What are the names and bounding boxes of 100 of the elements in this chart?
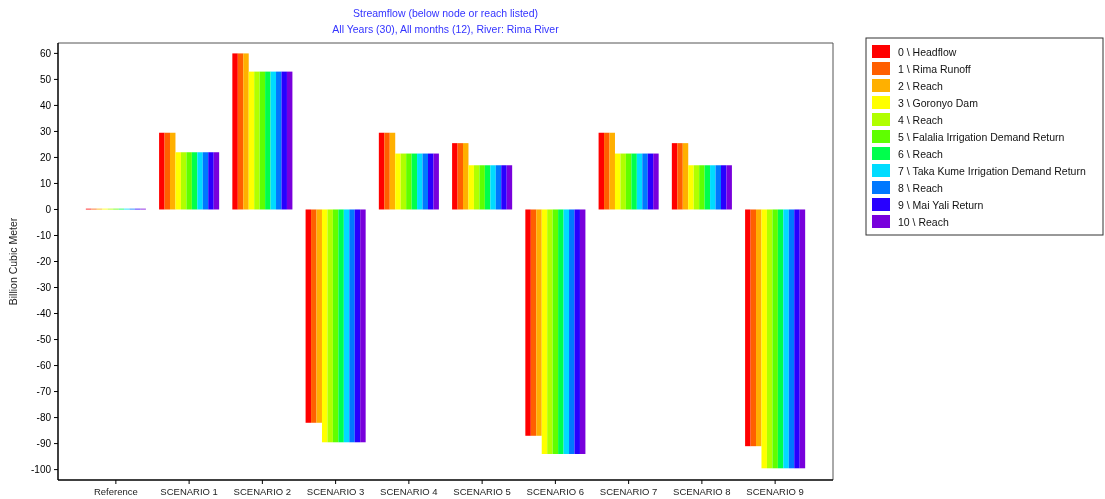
- legend-label: 3 \ Goronyo Dam: [898, 96, 979, 109]
- bar: [766, 209, 773, 469]
- bar: [536, 209, 542, 436]
- bar: [164, 132, 171, 210]
- bar: [286, 71, 293, 210]
- bar: [170, 132, 176, 210]
- bar: [777, 209, 784, 469]
- bar: [400, 153, 407, 210]
- bar: [710, 165, 716, 210]
- bar: [579, 209, 586, 454]
- bar: [276, 71, 282, 210]
- bar: [642, 153, 648, 210]
- bar: [349, 209, 355, 443]
- bar: [604, 132, 610, 210]
- bar: [598, 132, 605, 210]
- bar: [417, 153, 423, 210]
- y-tick-label: -10: [36, 229, 52, 241]
- bar: [558, 209, 564, 454]
- bar: [756, 209, 762, 447]
- bar: [422, 153, 428, 210]
- bar: [704, 165, 711, 210]
- bar: [720, 165, 727, 210]
- y-tick-label: 20: [39, 151, 52, 163]
- legend-label: 0 \ Headflow: [898, 45, 957, 58]
- bar: [631, 153, 637, 210]
- bar: [671, 143, 678, 210]
- y-tick-label: 30: [39, 125, 52, 137]
- bar: [530, 209, 537, 436]
- bar: [620, 153, 626, 210]
- bar: [265, 71, 271, 210]
- y-tick-label: -40: [36, 308, 52, 320]
- legend-label: 5 \ Falalia Irrigation Demand Return: [898, 130, 1065, 143]
- x-tick-label: SCENARIO 7: [599, 486, 658, 497]
- bar: [726, 165, 732, 210]
- bar: [490, 165, 496, 210]
- y-tick-label: -30: [36, 282, 52, 294]
- bar: [794, 209, 800, 469]
- bar: [688, 165, 694, 210]
- bar: [506, 165, 513, 210]
- bar: [563, 209, 570, 454]
- y-tick-label: -20: [36, 256, 52, 267]
- y-tick-label: -100: [30, 464, 52, 476]
- bar: [788, 209, 795, 469]
- bar: [321, 209, 328, 443]
- bar: [682, 143, 689, 210]
- y-tick-label: 50: [39, 73, 52, 85]
- x-tick-label: SCENARIO 3: [306, 486, 365, 497]
- bar: [495, 165, 502, 210]
- chart-title: Streamflow (below node or reach listed): [352, 7, 539, 19]
- bar: [750, 209, 757, 447]
- bar: [243, 53, 249, 210]
- x-tick-label: SCENARIO 9: [746, 486, 804, 497]
- bar: [191, 152, 198, 210]
- bar: [213, 152, 220, 210]
- bar: [378, 132, 385, 210]
- bar: [457, 143, 464, 210]
- bar: [406, 153, 412, 210]
- bar: [636, 153, 643, 210]
- y-tick-label: 0: [45, 203, 52, 215]
- y-tick-label: -70: [36, 386, 52, 398]
- bar: [311, 209, 317, 423]
- bar: [343, 209, 350, 443]
- legend-label: 9 \ Mai Yali Return: [898, 198, 984, 211]
- x-tick-label: SCENARIO 8: [673, 486, 731, 497]
- bar: [327, 209, 333, 443]
- bar: [281, 71, 287, 210]
- bar: [699, 165, 705, 210]
- bar: [427, 153, 434, 210]
- bar: [677, 143, 683, 210]
- bar: [609, 132, 615, 210]
- y-tick-label: -60: [36, 360, 52, 372]
- bar: [305, 209, 312, 423]
- bar: [463, 143, 469, 210]
- x-tick-label: SCENARIO 4: [380, 486, 438, 497]
- bar: [175, 152, 181, 210]
- y-tick-label: -80: [36, 412, 52, 424]
- legend-label: 4 \ Reach: [898, 113, 944, 126]
- bar: [574, 209, 580, 454]
- bar: [761, 209, 767, 469]
- y-tick-label: -90: [36, 438, 52, 450]
- bar: [547, 209, 553, 454]
- legend-label: 2 \ Reach: [898, 79, 944, 92]
- bar: [653, 153, 659, 210]
- bar: [237, 53, 244, 210]
- bar: [197, 152, 203, 210]
- x-tick-label: SCENARIO 5: [453, 486, 511, 497]
- bar: [180, 152, 187, 210]
- bar: [332, 209, 339, 443]
- legend-label: 6 \ Reach: [898, 147, 944, 160]
- y-tick-label: 40: [39, 99, 52, 111]
- bar: [614, 153, 621, 210]
- bar: [745, 209, 751, 447]
- bar: [270, 71, 277, 210]
- bar: [411, 153, 418, 210]
- x-tick-label: SCENARIO 6: [526, 486, 585, 497]
- x-tick-label: SCENARIO 2: [233, 486, 292, 497]
- bar: [783, 209, 789, 469]
- bar: [452, 143, 458, 210]
- bar: [254, 71, 260, 210]
- bar: [647, 153, 654, 210]
